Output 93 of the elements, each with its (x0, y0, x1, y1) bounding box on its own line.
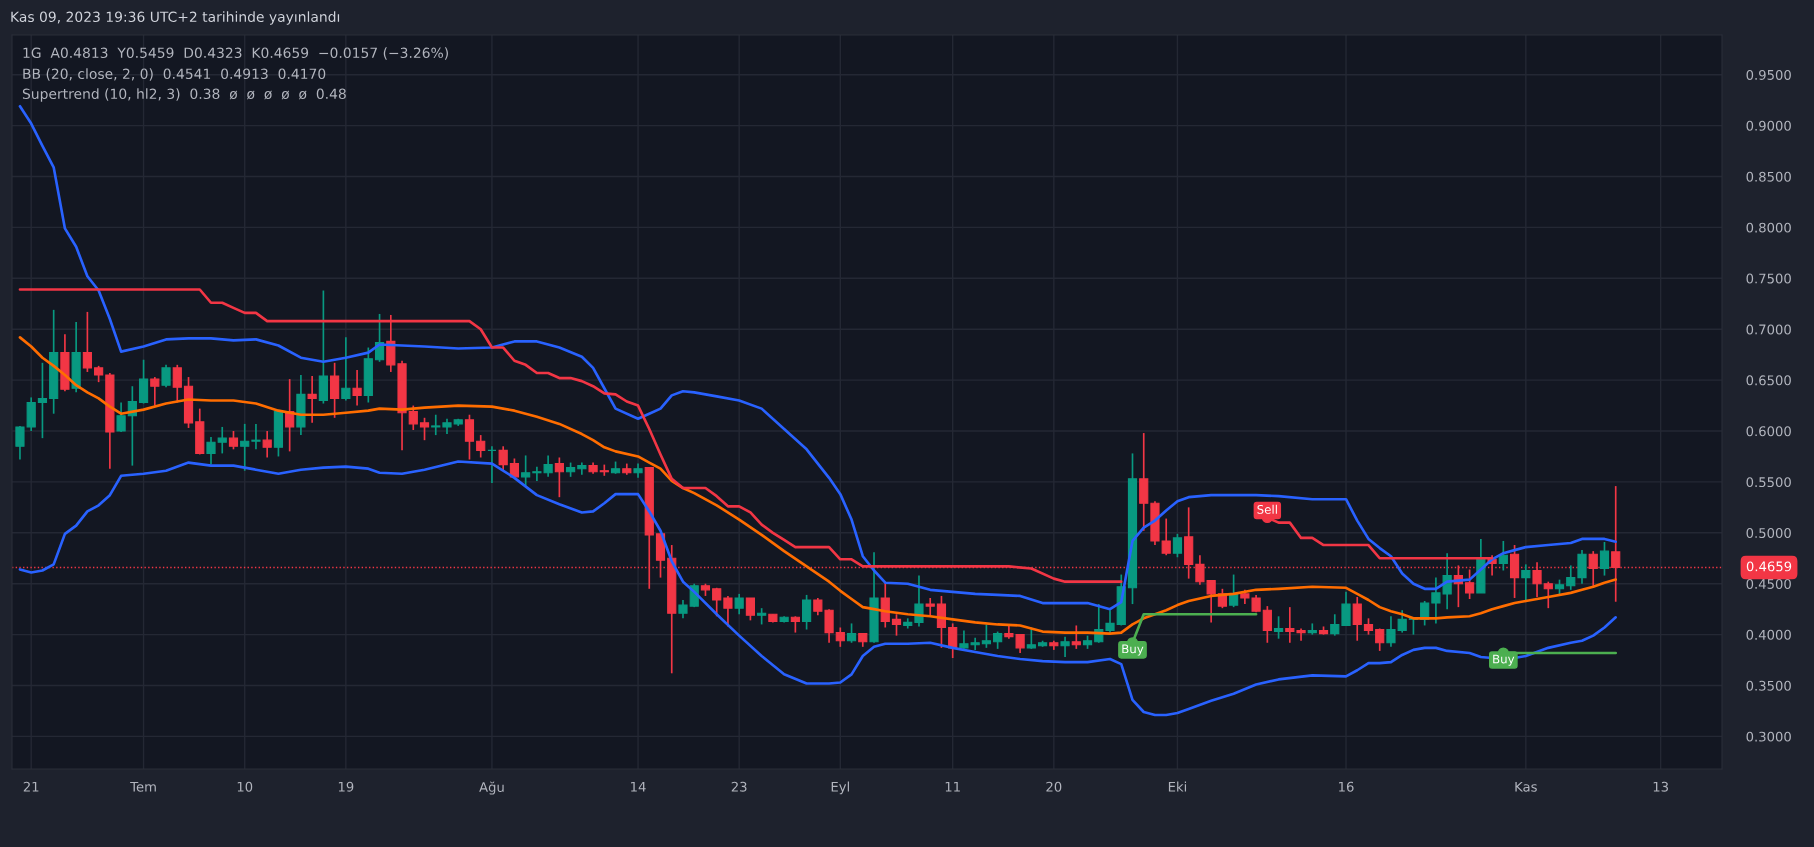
x-tick-label: Tem (130, 781, 156, 792)
y-tick-label: 0.4500 (1746, 578, 1791, 589)
candlestick (599, 463, 609, 477)
annotation: Supertrend (10, hl2, 3) 0.38 ø ø ø ø ø 0.48 (22, 88, 346, 102)
y-tick-label: 0.9500 (1746, 69, 1791, 80)
candlestick (82, 311, 92, 373)
candlestick (251, 423, 261, 451)
candlestick (1307, 622, 1317, 636)
candlestick (1273, 615, 1284, 640)
x-tick-label: 10 (237, 781, 253, 792)
x-tick-label: 19 (338, 781, 354, 792)
x-tick-label: Eki (1168, 781, 1187, 792)
x-tick-label: 21 (23, 781, 39, 792)
line-series (18, 104, 1618, 611)
candlestick (240, 423, 250, 472)
candlestick (15, 425, 25, 461)
candlestick (419, 416, 430, 442)
ref-line-label: 0.4659 (1746, 561, 1792, 572)
candlestick (262, 430, 272, 459)
y-tick-label: 0.6500 (1746, 375, 1791, 386)
candlestick (498, 445, 508, 472)
candlestick (981, 623, 992, 649)
candlestick (1498, 540, 1508, 572)
line-series (18, 336, 1618, 635)
y-tick-label: 0.5500 (1746, 477, 1791, 488)
candlestick (678, 599, 688, 620)
candlestick (1172, 532, 1183, 559)
y-tick-label: 0.5000 (1746, 528, 1791, 539)
candlestick (734, 593, 744, 616)
annotation: BB (20, close, 2, 0) 0.4541 0.4913 0.4170 (23, 68, 326, 81)
candlestick (835, 626, 845, 648)
candlestick (1566, 564, 1576, 591)
candlestick (217, 426, 227, 455)
candlestick (948, 622, 958, 659)
candlestick (352, 369, 362, 407)
candlestick (914, 574, 924, 628)
x-tick-label: 11 (945, 781, 960, 792)
candlestick (745, 597, 756, 622)
candlestick (476, 434, 486, 459)
candlestick (925, 597, 935, 618)
text: 1G A0.4813 Y0.5459 D0.4323 K0.4659 −0.0157 (−3.26%) (23, 47, 448, 60)
y-tick-label: 0.8500 (1746, 171, 1791, 182)
candlestick (1341, 591, 1351, 627)
candlestick (1509, 544, 1520, 599)
candlestick (1352, 596, 1362, 642)
x-tick-label: 16 (1339, 781, 1354, 792)
candlestick (307, 375, 317, 424)
x-tick-label: Ağu (479, 781, 504, 795)
candlestick (1071, 624, 1081, 650)
y-tick-label: 0.7500 (1746, 273, 1791, 284)
x-tick-label: 23 (731, 781, 747, 792)
candlestick (1543, 580, 1553, 609)
candlestick (801, 594, 812, 631)
candlestick (408, 404, 418, 431)
y-tick-label: 0.7000 (1746, 324, 1791, 335)
candlestick (150, 376, 160, 407)
candlestick (341, 336, 351, 402)
x-tick-label: 13 (1653, 781, 1668, 792)
candlestick (1465, 568, 1475, 600)
y-tick-label: 0.3500 (1746, 680, 1791, 691)
candlestick (1599, 541, 1610, 577)
x-tick-label: Kas (1515, 781, 1537, 792)
y-tick-label: 0.6000 (1746, 426, 1791, 437)
x-tick-label: Eyl (831, 781, 849, 795)
candlestick (1330, 613, 1340, 637)
candlestick (206, 436, 216, 466)
y-tick-label: 0.4000 (1746, 629, 1791, 640)
annotation: Sell (1257, 504, 1277, 514)
candlestick (1060, 635, 1070, 658)
x-tick-label: 20 (1046, 781, 1062, 792)
candlestick (161, 364, 171, 389)
candlestick (846, 622, 857, 644)
candlestick (228, 430, 239, 451)
candlestick (330, 361, 340, 419)
chart-title: Kas 09, 2023 19:36 UTC+2 tarihinde yayınlandı (11, 11, 340, 25)
y-tick-label: 0.3000 (1746, 731, 1791, 742)
annotation: Buy (1122, 644, 1144, 656)
candlestick (431, 413, 441, 436)
candlestick (1161, 517, 1171, 557)
candlestick (1521, 563, 1531, 601)
candlestick (1577, 549, 1587, 585)
candlestick (891, 613, 902, 637)
candlestick (1105, 609, 1115, 635)
candlestick (138, 358, 149, 405)
candlestick (37, 361, 48, 439)
y-tick-label: 0.9000 (1746, 120, 1791, 131)
y-tick-label: 0.8000 (1746, 222, 1791, 233)
line-series (18, 460, 1618, 717)
candlestick (1262, 605, 1272, 644)
candlestick (554, 456, 564, 499)
candlestick (521, 454, 531, 488)
candlestick (464, 413, 475, 461)
x-tick-label: 14 (631, 781, 646, 792)
